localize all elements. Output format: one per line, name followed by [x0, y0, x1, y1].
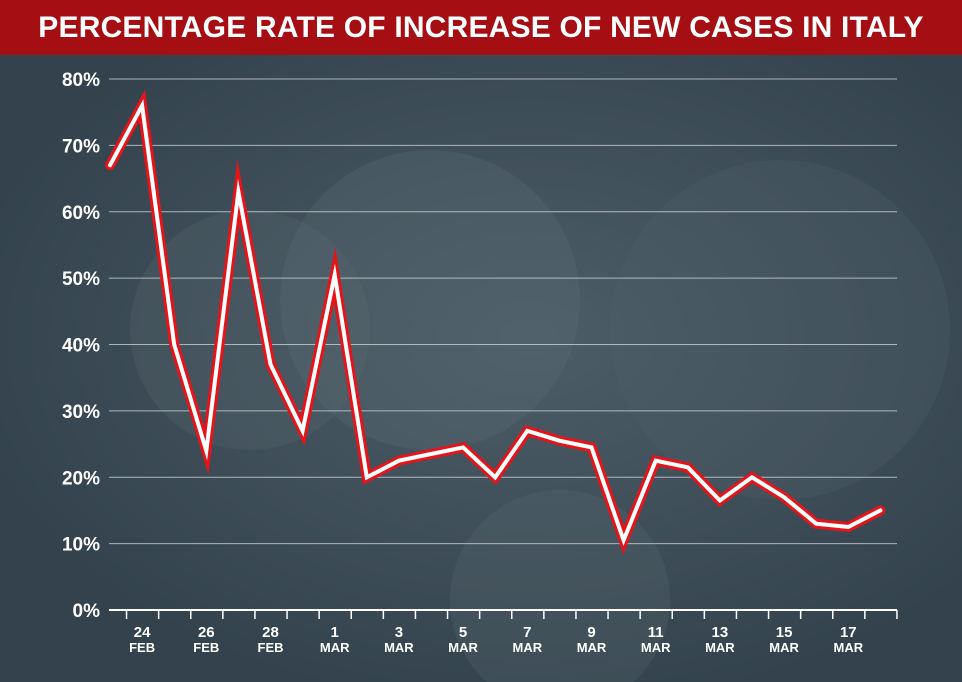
data-point — [431, 454, 432, 455]
data-point — [880, 510, 881, 511]
data-point — [238, 191, 239, 192]
x-tick-label-day: 26 — [198, 624, 215, 641]
title-bar: PERCENTAGE RATE OF INCREASE OF NEW CASES… — [0, 0, 962, 55]
x-tick-label-day: 11 — [648, 624, 664, 641]
data-point — [752, 477, 753, 478]
data-point — [110, 165, 111, 166]
chart-title: PERCENTAGE RATE OF INCREASE OF NEW CASES… — [38, 10, 924, 44]
data-point — [559, 440, 560, 441]
x-tick-label-month: MAR — [512, 640, 542, 655]
y-tick-label: 80% — [62, 70, 100, 91]
x-tick-label-day: 9 — [587, 624, 595, 641]
x-tick-label-month: MAR — [448, 640, 478, 655]
data-point — [527, 430, 528, 431]
data-point — [816, 523, 817, 524]
x-tick-label-day: 17 — [840, 624, 857, 641]
data-point — [848, 527, 849, 528]
x-tick-label-month: MAR — [769, 640, 799, 655]
x-tick-label-month: FEB — [129, 640, 155, 655]
y-tick-label: 40% — [62, 336, 100, 357]
x-tick-label-day: 13 — [712, 624, 729, 641]
x-tick-label-day: 3 — [395, 624, 403, 641]
data-point — [591, 447, 592, 448]
x-tick-label-month: MAR — [384, 640, 414, 655]
virus-blob — [450, 490, 670, 682]
data-point — [495, 477, 496, 478]
y-tick-label: 30% — [62, 402, 100, 423]
y-tick-label: 20% — [62, 468, 100, 489]
x-tick-label-month: MAR — [705, 640, 735, 655]
chart-background — [0, 55, 962, 682]
x-tick-label-month: FEB — [258, 640, 284, 655]
y-tick-label: 0% — [73, 601, 101, 622]
y-tick-label: 70% — [62, 136, 100, 157]
data-point — [623, 540, 624, 541]
data-point — [463, 447, 464, 448]
data-point — [334, 274, 335, 275]
data-point — [784, 497, 785, 498]
virus-blob — [610, 160, 950, 500]
x-tick-label-month: MAR — [320, 640, 350, 655]
y-tick-label: 50% — [62, 269, 100, 290]
x-tick-label-day: 28 — [262, 624, 279, 641]
x-tick-label-day: 24 — [134, 624, 151, 641]
data-point — [687, 467, 688, 468]
x-tick-label-month: MAR — [577, 640, 607, 655]
x-tick-label-day: 7 — [523, 624, 531, 641]
data-point — [174, 344, 175, 345]
y-tick-label: 60% — [62, 203, 100, 224]
x-tick-label-month: MAR — [641, 640, 671, 655]
data-point — [302, 430, 303, 431]
x-tick-label-day: 1 — [331, 624, 339, 641]
data-point — [719, 500, 720, 501]
y-tick-label: 10% — [62, 535, 100, 556]
data-point — [206, 450, 207, 451]
data-point — [366, 477, 367, 478]
data-point — [270, 364, 271, 365]
data-point — [142, 105, 143, 106]
x-tick-label-day: 15 — [776, 624, 793, 641]
x-tick-label-day: 5 — [459, 624, 467, 641]
series-line — [108, 99, 883, 547]
data-point — [655, 460, 656, 461]
x-tick-label-month: MAR — [833, 640, 863, 655]
data-point — [398, 460, 399, 461]
x-tick-label-month: FEB — [193, 640, 219, 655]
